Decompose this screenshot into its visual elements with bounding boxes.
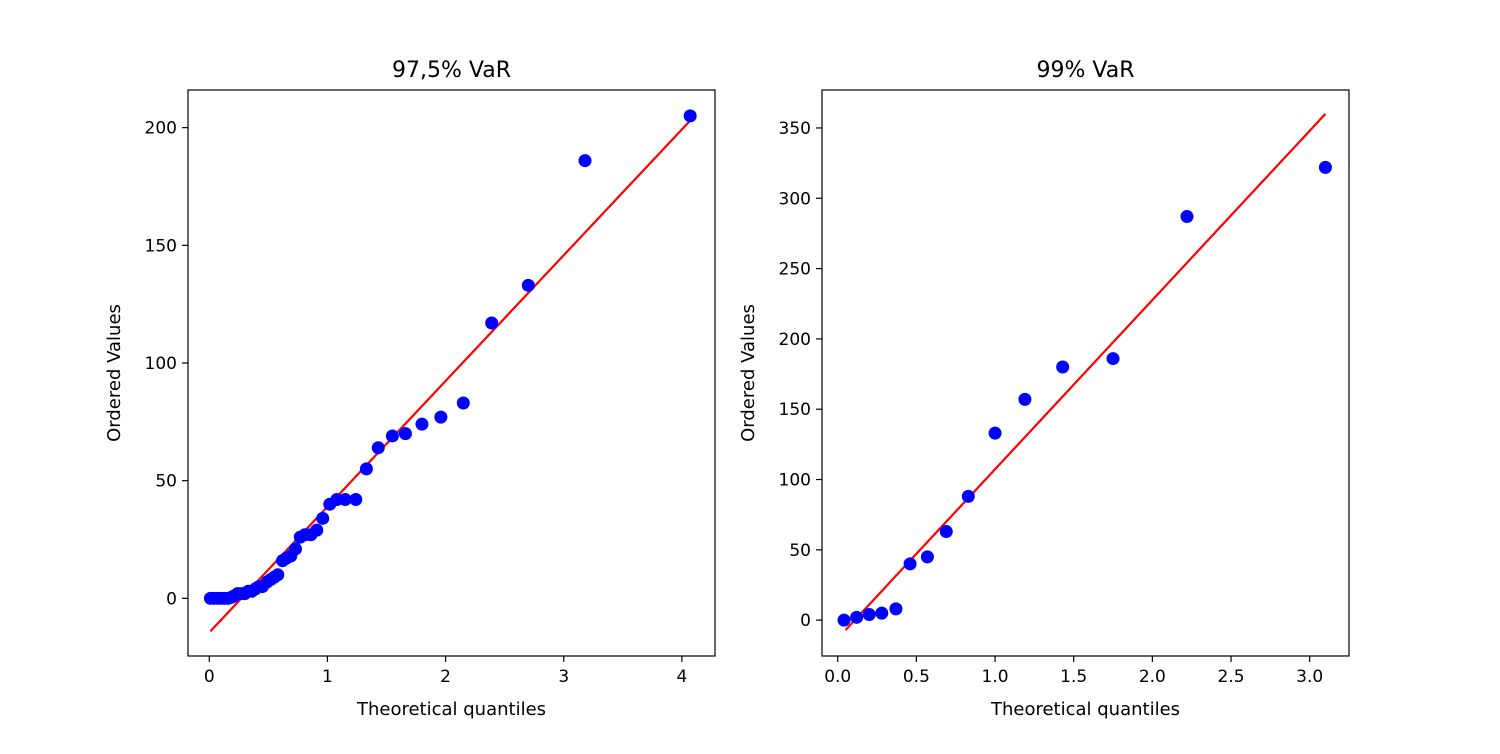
y-axis-label: Ordered Values [104, 304, 125, 442]
data-point [349, 492, 363, 506]
fit-line-series [844, 113, 1327, 631]
data-point [521, 278, 535, 292]
data-point [1056, 360, 1070, 374]
data-point [889, 602, 903, 616]
plot-frame [187, 89, 716, 657]
y-axis-label: Ordered Values [738, 304, 759, 442]
data-point [1318, 160, 1332, 174]
y-tick-label: 350 [779, 119, 811, 139]
y-tick-label: 50 [155, 472, 177, 492]
data-point [359, 462, 373, 476]
y-tick-label: 0 [166, 589, 177, 609]
plot-title: 99% VaR [1036, 58, 1134, 83]
y-ticks: 0 50 100 150 200 250 300 350 [779, 119, 822, 631]
data-point [456, 396, 470, 410]
plot-99-var: 99% VaR Theoretical quantiles Ordered Va… [738, 58, 1350, 720]
y-tick-label: 300 [779, 189, 811, 209]
data-point [310, 523, 324, 537]
x-tick-label: 1.0 [982, 667, 1009, 687]
fit-line [844, 113, 1327, 631]
y-tick-label: 150 [145, 236, 177, 256]
x-tick-label: 2.0 [1139, 667, 1166, 687]
data-point [385, 429, 399, 443]
data-point [316, 511, 330, 525]
y-ticks: 0 50 100 150 200 [145, 119, 188, 609]
data-point [371, 441, 385, 455]
data-point [903, 557, 917, 571]
plot-97-5-var: 97,5% VaR Theoretical quantiles Ordered … [104, 58, 716, 720]
x-tick-label: 1 [322, 667, 333, 687]
data-point [920, 550, 934, 564]
x-tick-label: 0 [204, 667, 215, 687]
x-axis-label: Theoretical quantiles [356, 699, 546, 720]
x-tick-label: 4 [677, 667, 688, 687]
y-tick-label: 0 [800, 611, 811, 631]
x-tick-label: 2 [440, 667, 451, 687]
x-tick-label: 3 [558, 667, 569, 687]
y-tick-label: 150 [779, 400, 811, 420]
y-tick-label: 250 [779, 260, 811, 280]
data-point [939, 525, 953, 539]
data-point [875, 606, 889, 620]
plot-frame [821, 89, 1350, 657]
data-point [434, 410, 448, 424]
data-points [203, 109, 697, 605]
y-tick-label: 50 [789, 541, 811, 561]
data-point [850, 610, 864, 624]
data-point [683, 109, 697, 123]
data-point [988, 426, 1002, 440]
x-tick-label: 0.0 [824, 667, 851, 687]
plot-title: 97,5% VaR [392, 58, 511, 83]
data-point [1180, 210, 1194, 224]
y-tick-label: 100 [145, 354, 177, 374]
data-points [837, 160, 1332, 627]
data-point [415, 417, 429, 431]
data-point [1106, 352, 1120, 366]
data-point [289, 542, 303, 556]
data-point [338, 492, 352, 506]
data-point [578, 154, 592, 168]
x-tick-label: 1.5 [1060, 667, 1087, 687]
x-tick-label: 0.5 [903, 667, 930, 687]
data-point [271, 568, 285, 582]
data-point [862, 608, 876, 622]
x-axis-label: Theoretical quantiles [990, 699, 1180, 720]
y-tick-label: 200 [145, 119, 177, 139]
x-ticks: 0.0 0.5 1.0 1.5 2.0 2.5 3.0 [824, 656, 1323, 687]
y-tick-label: 100 [779, 471, 811, 491]
data-point [398, 427, 412, 441]
x-ticks: 0 1 2 3 4 [204, 656, 687, 687]
data-point [1018, 392, 1032, 406]
data-point [837, 613, 851, 627]
data-point [485, 316, 499, 330]
x-tick-label: 2.5 [1217, 667, 1244, 687]
data-point [961, 489, 975, 503]
x-tick-label: 3.0 [1296, 667, 1323, 687]
y-tick-label: 200 [779, 330, 811, 350]
